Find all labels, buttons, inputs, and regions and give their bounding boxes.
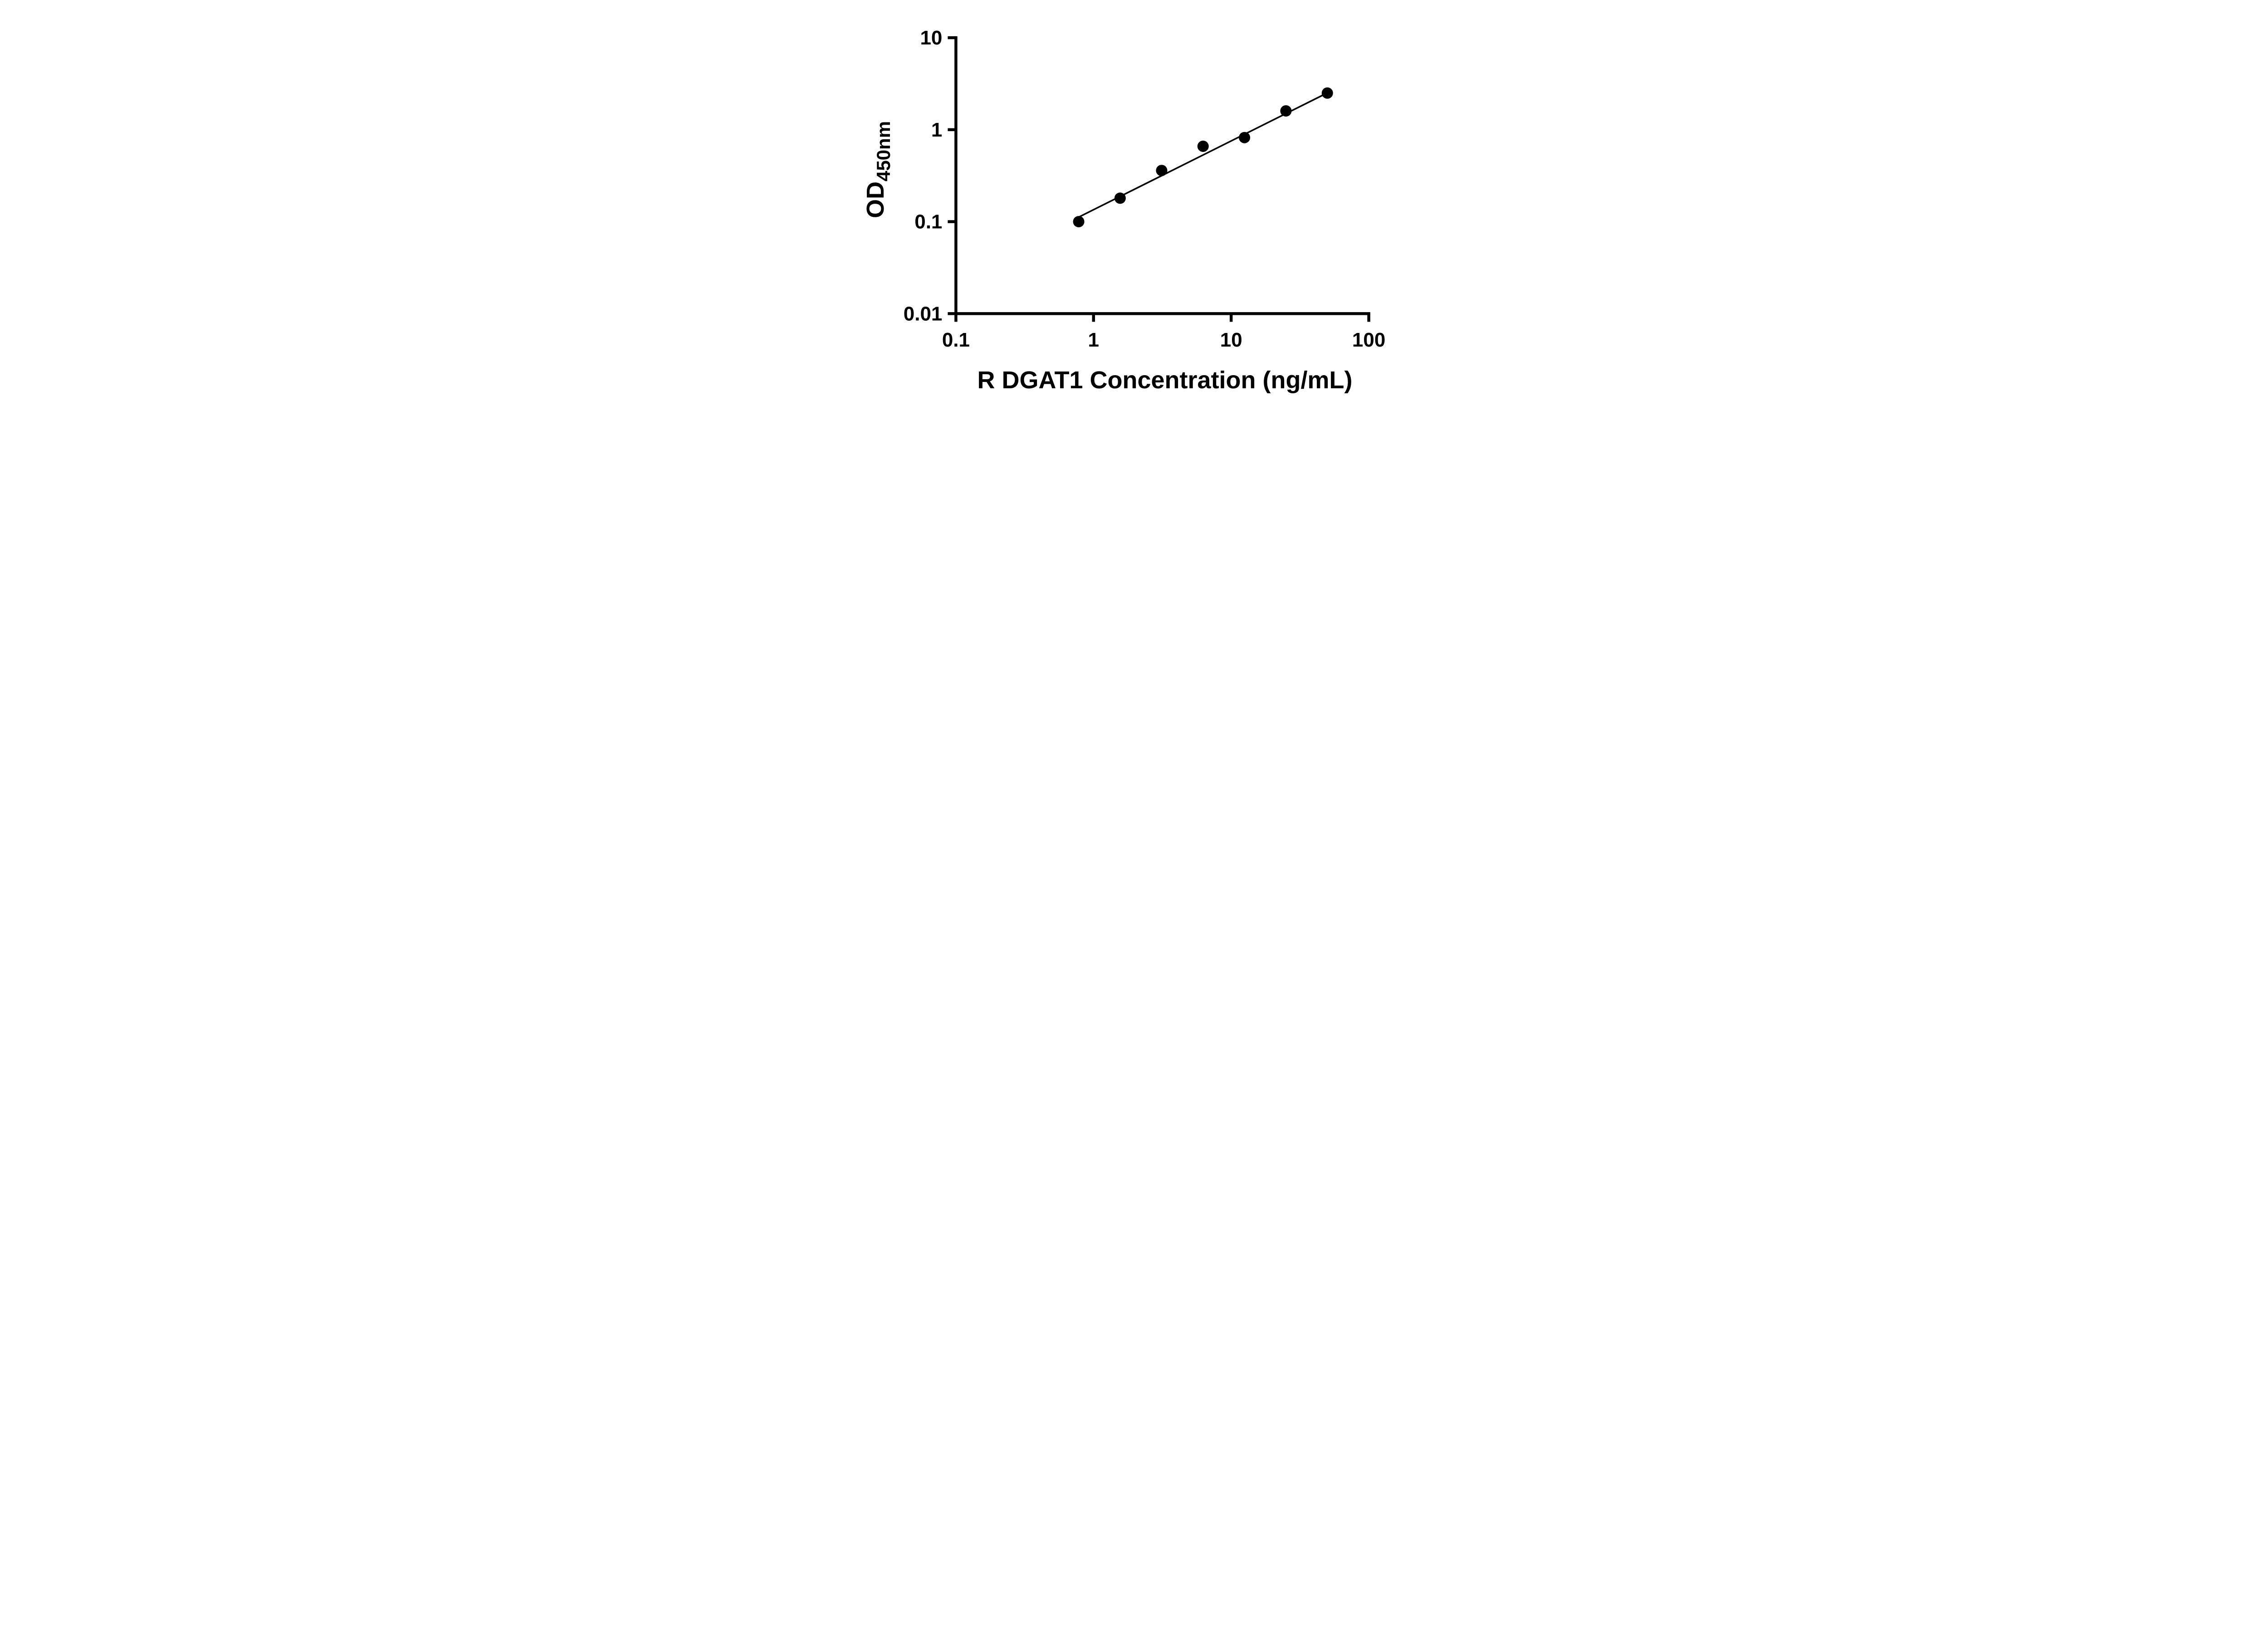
y-tick-label: 1 (931, 119, 942, 141)
x-tick-label: 1 (1088, 329, 1099, 351)
x-tick-label: 0.1 (942, 329, 969, 351)
data-point (1197, 140, 1209, 152)
data-point (1321, 87, 1333, 99)
x-tick-label: 100 (1352, 329, 1385, 351)
data-point (1155, 165, 1167, 176)
data-point (1280, 105, 1291, 117)
data-point (1073, 216, 1085, 228)
y-axis-title-sub: 450nm (873, 121, 894, 181)
y-tick-label: 10 (920, 27, 942, 49)
x-axis-title: R DGAT1 Concentration (ng/mL) (977, 367, 1352, 394)
y-axis-title: OD450nm (862, 121, 894, 218)
y-axis-title-main: OD (862, 181, 889, 218)
data-point (1114, 192, 1126, 204)
data-point (1238, 132, 1250, 143)
elisa-standard-curve-figure: 0.1 1 10 100 0.01 0.1 1 10 R DGAT1 Concentratio… (842, 0, 1426, 408)
plot-layer (1073, 87, 1333, 228)
y-tick-label: 0.1 (914, 211, 942, 233)
y-tick-label: 0.01 (903, 303, 942, 325)
x-tick-label: 10 (1220, 329, 1242, 351)
